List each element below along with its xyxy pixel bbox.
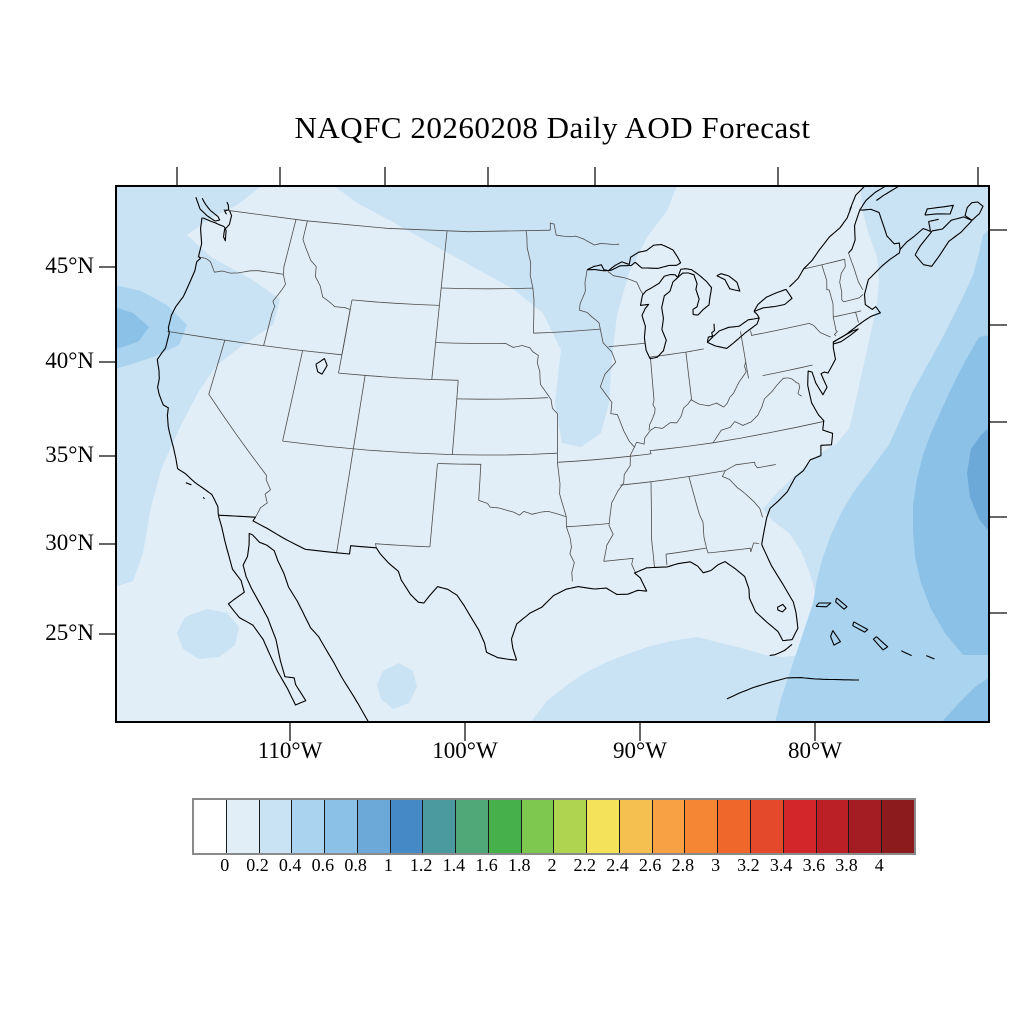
- aod-contour-patch: [177, 609, 239, 659]
- figure-title: NAQFC 20260208 Daily AOD Forecast: [294, 110, 811, 145]
- aod-contour-patch: [967, 427, 990, 533]
- colorbar-tick-label: 3.2: [737, 855, 760, 875]
- colorbar-tick-label: 0.8: [344, 855, 367, 875]
- colorbar-tick-label: 4: [874, 855, 884, 875]
- colorbar-tick-label: 1.2: [409, 855, 433, 875]
- colorbar-cell: [225, 800, 259, 853]
- colorbar-tick-label: 2.2: [573, 855, 596, 875]
- colorbar-cell: [291, 800, 325, 853]
- colorbar-tick-label: 1.6: [475, 855, 498, 875]
- colorbar-cell: [782, 800, 816, 853]
- florida-fill: [719, 544, 798, 641]
- lat-tick-label: 45°N: [45, 253, 94, 278]
- aod-contour-patch: [333, 185, 677, 447]
- map-frame: [115, 185, 990, 723]
- aod-contour-patch: [913, 335, 990, 655]
- colorbar-tick-label: 1.8: [508, 855, 531, 875]
- lon-tick-label: 100°W: [432, 738, 498, 763]
- colorbar-cell: [750, 800, 783, 853]
- colorbar-cell: [717, 800, 751, 853]
- colorbar-tick-label: 1.4: [442, 855, 466, 875]
- colorbar-cell: [553, 800, 587, 853]
- colorbar-cell: [487, 800, 521, 853]
- colorbar-tick-label: 2.4: [606, 855, 629, 875]
- aod-contour-patch: [115, 285, 187, 369]
- colorbar-tick-label: 2: [547, 855, 557, 875]
- colorbar-tick-label: 0.2: [246, 855, 269, 875]
- lat-tick-label: 40°N: [45, 348, 94, 373]
- colorbar-cell: [881, 800, 914, 853]
- colorbar-cell: [455, 800, 488, 853]
- colorbar-cell: [618, 800, 652, 853]
- state-borders: [167, 209, 864, 582]
- aod-contour-patch: [115, 185, 280, 587]
- lat-tick-label: 30°N: [45, 530, 94, 555]
- colorbar-tick-label: 3.6: [802, 855, 826, 875]
- colorbar-tick-label: 2.6: [638, 855, 662, 875]
- colorbar-cell: [651, 800, 685, 853]
- colorbar-cell: [258, 800, 292, 853]
- aod-shaded-regions: [115, 185, 990, 723]
- colorbar-tick-label: 0.6: [311, 855, 335, 875]
- lat-tick-label: 35°N: [45, 442, 94, 467]
- colorbar-cell: [422, 800, 456, 853]
- colorbar-cell: [389, 800, 423, 853]
- colorbar: [192, 798, 916, 855]
- coastlines: [156, 167, 984, 756]
- colorbar-tick-label: 3.8: [835, 855, 858, 875]
- lon-tick-label: 110°W: [257, 738, 323, 763]
- aod-contour-patch: [115, 307, 149, 349]
- aod-contour-patch: [941, 677, 990, 723]
- colorbar-tick-label: 3.4: [769, 855, 793, 875]
- colorbar-cell: [815, 800, 849, 853]
- lon-tick-label: 80°W: [788, 738, 842, 763]
- lon-tick-label: 90°W: [613, 738, 667, 763]
- colorbar-tick-label: 3: [711, 855, 721, 875]
- aod-contour-patch: [377, 663, 417, 709]
- colorbar-cell: [356, 800, 390, 853]
- colorbar-tick-label: 2.8: [671, 855, 695, 875]
- colorbar-cell: [194, 800, 226, 853]
- map-canvas: [115, 167, 990, 756]
- colorbar-tick-label: 0.4: [278, 855, 302, 875]
- colorbar-tick-label: 1: [383, 855, 393, 875]
- lat-tick-label: 25°N: [45, 620, 94, 645]
- colorbar-cell: [848, 800, 882, 853]
- forecast-map: [115, 167, 990, 756]
- colorbar-cell: [520, 800, 554, 853]
- colorbar-cell: [324, 800, 357, 853]
- colorbar-cell: [586, 800, 619, 853]
- colorbar-cell: [684, 800, 718, 853]
- colorbar-tick-label: 0: [220, 855, 230, 875]
